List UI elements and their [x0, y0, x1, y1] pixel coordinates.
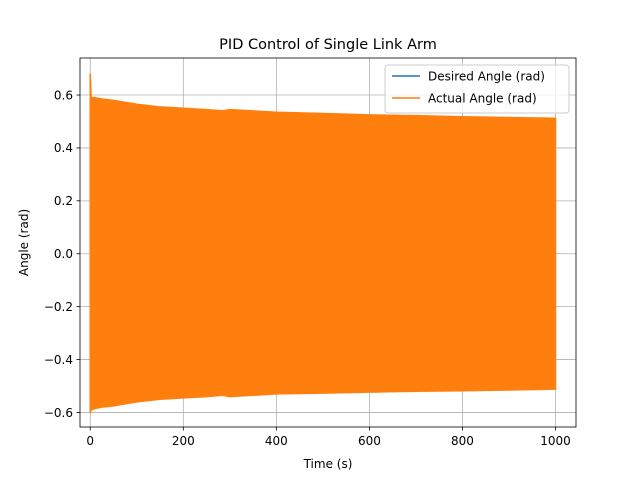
plot-frame — [79, 57, 577, 428]
y-tick-label: 0.0 — [54, 247, 73, 261]
y-tick-label: 0.2 — [54, 194, 73, 208]
plot-series — [89, 73, 557, 414]
x-axis-ticks: 0 200 400 600 800 1000 — [86, 427, 571, 448]
x-tick-label: 0 — [86, 434, 94, 448]
series-band-actual — [89, 73, 557, 414]
x-tick-label: 1000 — [540, 434, 571, 448]
y-axis-ticks: −0.6 −0.4 −0.2 0.0 0.2 0.4 0.6 — [44, 88, 80, 420]
chart-title: PID Control of Single Link Arm — [219, 37, 437, 53]
x-tick-label: 400 — [265, 434, 288, 448]
legend-label-desired: Desired Angle (rad) — [428, 70, 545, 84]
y-tick-label: −0.6 — [44, 406, 73, 420]
x-tick-label: 800 — [451, 434, 474, 448]
legend: Desired Angle (rad) Actual Angle (rad) — [384, 64, 570, 114]
y-axis-label: Angle (rad) — [17, 209, 31, 276]
x-tick-label: 200 — [172, 434, 195, 448]
y-tick-label: 0.4 — [54, 141, 73, 155]
y-tick-label: 0.6 — [54, 88, 73, 102]
legend-box — [384, 64, 570, 114]
y-tick-label: −0.2 — [44, 300, 73, 314]
x-tick-label: 600 — [358, 434, 381, 448]
legend-label-actual: Actual Angle (rad) — [428, 92, 537, 106]
x-axis-label: Time (s) — [303, 457, 353, 471]
y-tick-label: −0.4 — [44, 353, 73, 367]
